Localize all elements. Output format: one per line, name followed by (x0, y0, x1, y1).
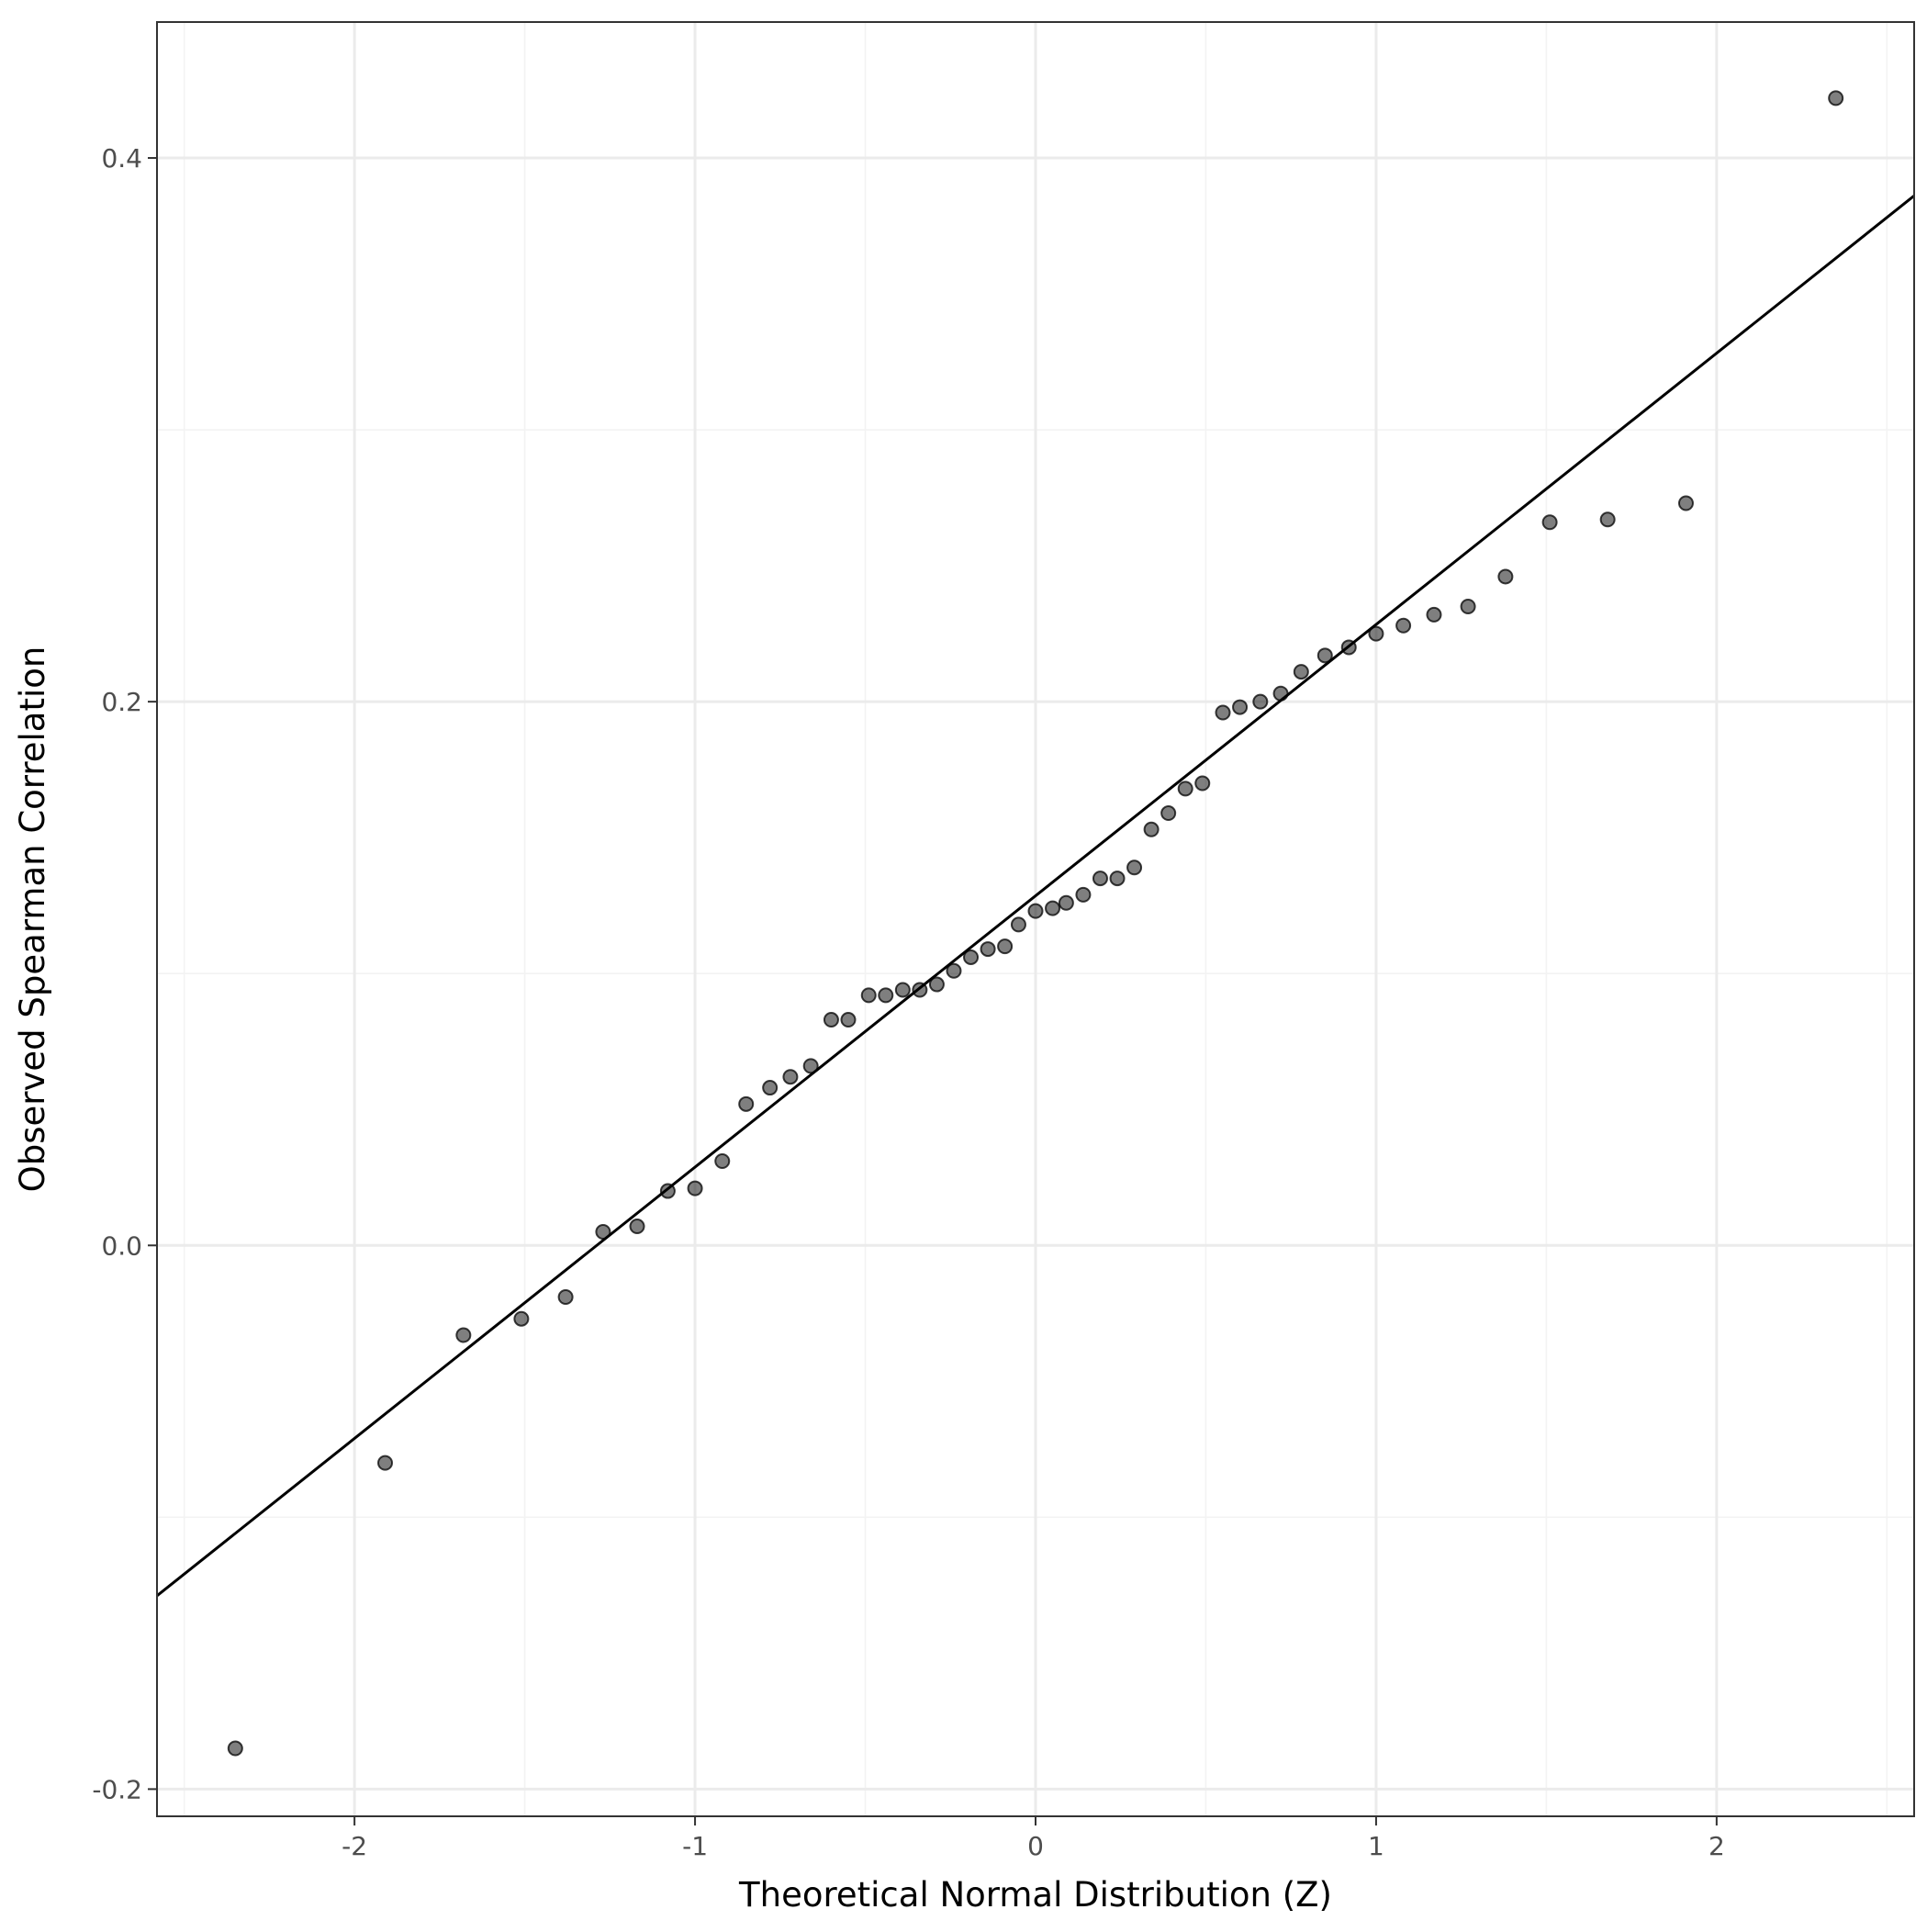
data-point (946, 962, 962, 979)
data-point (860, 987, 877, 1004)
data-point (455, 1327, 472, 1343)
data-point (912, 982, 928, 998)
data-point (928, 976, 945, 993)
data-point (1316, 647, 1333, 664)
data-point (557, 1289, 574, 1306)
data-point (1109, 871, 1126, 887)
data-points (227, 90, 1844, 1757)
data-point (1215, 704, 1231, 721)
x-tick-label: 2 (1709, 1831, 1725, 1861)
y-tick-label: 0.4 (101, 143, 142, 174)
major-gridlines (157, 22, 1914, 1816)
data-point (1160, 805, 1177, 822)
data-point (840, 1012, 857, 1028)
data-point (1027, 903, 1044, 919)
y-tick-label: 0.0 (101, 1230, 142, 1261)
data-point (1541, 514, 1558, 531)
y-tick-label: -0.2 (92, 1774, 142, 1804)
data-point (1232, 699, 1249, 715)
data-point (823, 1012, 839, 1028)
data-point (1194, 775, 1211, 792)
data-point (997, 938, 1014, 955)
x-tick-label: -1 (682, 1831, 708, 1861)
data-point (963, 949, 980, 965)
data-point (1075, 886, 1092, 903)
data-point (227, 1740, 243, 1757)
x-tick-label: -2 (342, 1831, 367, 1861)
data-point (802, 1058, 819, 1074)
data-point (1426, 606, 1442, 623)
x-axis-ticks: -2 -1 0 1 2 (342, 1816, 1725, 1861)
data-point (1293, 664, 1309, 680)
data-point (1828, 90, 1844, 107)
data-point (595, 1223, 611, 1240)
x-tick-label: 1 (1368, 1831, 1384, 1861)
data-point (714, 1152, 731, 1169)
data-point (878, 987, 894, 1004)
reference-line-layer (156, 195, 1915, 1598)
data-point (1252, 693, 1269, 710)
data-point (1092, 871, 1108, 887)
data-point (1045, 900, 1061, 916)
data-point (1677, 495, 1694, 511)
data-point (738, 1095, 755, 1112)
data-point (1177, 781, 1193, 797)
data-point (1340, 639, 1357, 656)
data-point (1368, 625, 1384, 642)
data-point (377, 1455, 394, 1471)
y-tick-label: 0.2 (101, 687, 142, 717)
reference-line (156, 195, 1915, 1598)
data-point (1010, 916, 1026, 933)
data-point (1058, 894, 1074, 911)
x-axis-title: Theoretical Normal Distribution (Z) (738, 1875, 1332, 1915)
data-point (1143, 821, 1160, 837)
y-axis-title: Observed Spearman Correlation (13, 646, 52, 1193)
data-point (1272, 685, 1289, 702)
data-point (980, 941, 996, 958)
data-point (629, 1219, 645, 1235)
data-point (1395, 617, 1412, 634)
x-tick-label: 0 (1027, 1831, 1044, 1861)
data-point (1497, 568, 1514, 585)
data-point (1460, 599, 1476, 615)
data-point (782, 1069, 799, 1085)
data-point (659, 1183, 676, 1199)
data-point (1599, 511, 1616, 528)
data-point (1126, 859, 1143, 876)
data-point (894, 982, 911, 998)
data-point (513, 1310, 530, 1327)
y-axis-ticks: -0.2 0.0 0.2 0.4 (92, 143, 157, 1804)
data-point (762, 1080, 779, 1096)
data-point (687, 1180, 703, 1196)
